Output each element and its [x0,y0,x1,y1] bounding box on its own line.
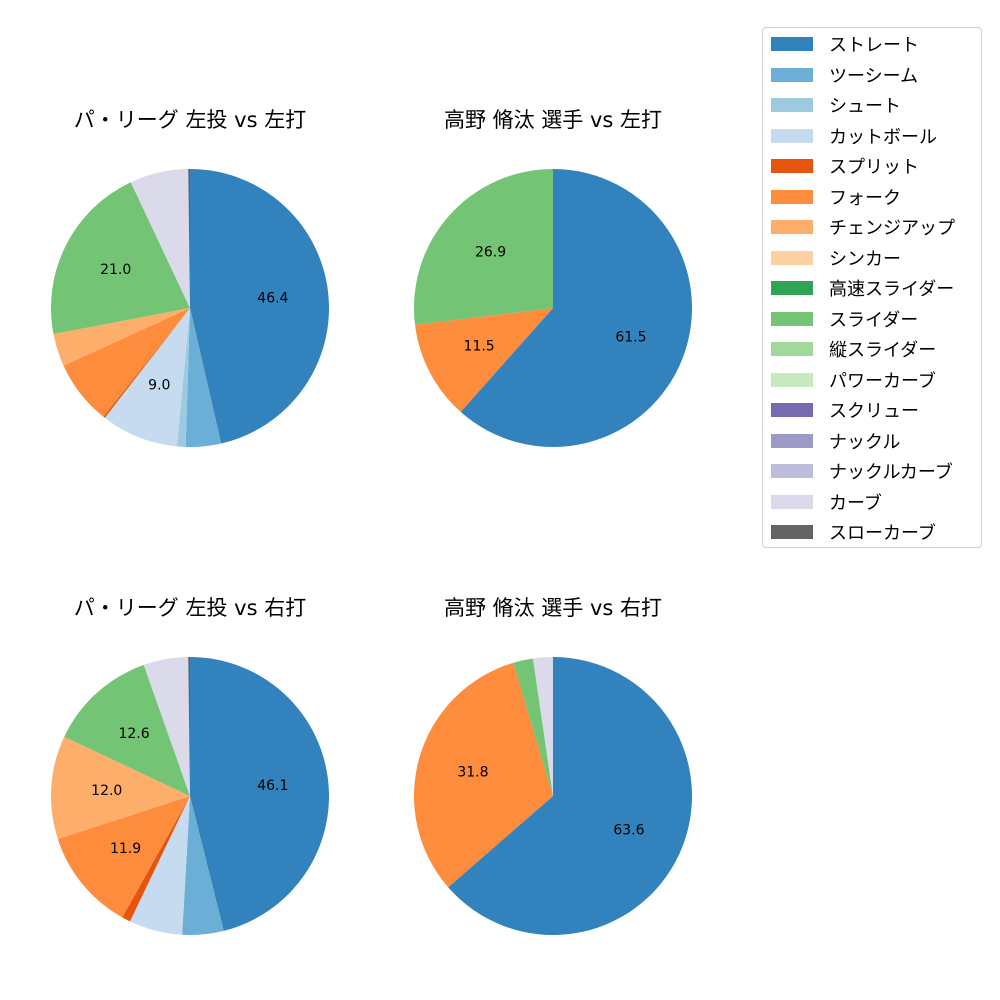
slice-percent-label: 31.8 [457,765,488,781]
legend-label: 高速スライダー [829,279,955,300]
legend-label: カーブ [829,492,882,514]
legend-label: 縦スライダー [829,340,937,361]
legend-swatch [771,372,813,387]
legend-item: フォーク [771,187,901,209]
slice-percent-label: 11.5 [464,339,495,355]
legend-swatch [771,525,813,539]
slice-percent-label: 26.9 [475,245,506,261]
legend-label: スプリット [829,157,919,178]
pie-slice [448,657,692,935]
legend-item: チェンジアップ [771,217,955,239]
legend-swatch [771,433,813,448]
legend-item: カットボール [771,126,937,148]
legend-label: ナックルカーブ [829,462,953,483]
legend-label: カットボール [829,126,937,148]
pie-slice [185,308,222,447]
pie-title-league-vs-right: パ・リーグ 左投 vs 右打 [73,596,307,620]
legend: ストレートツーシームシュートカットボール スプリットフォークチェンジアップ シンカー… [762,27,982,548]
legend-item: ストレート [771,34,919,56]
legend-label: ナックル [829,431,901,453]
pie-slice [122,796,190,922]
pie-slice [143,657,190,796]
legend-swatch [771,67,813,82]
legend-swatch [771,403,813,417]
pie-slice [413,662,553,888]
slice-percent-label: 63.6 [613,823,644,839]
pie-title-league-vs-left: パ・リーグ 左投 vs 左打 [73,108,307,132]
legend-item: パワーカーブ [771,370,936,392]
legend-swatch [771,250,813,265]
legend-item: スライダー [771,309,919,331]
legend-label: シンカー [829,248,901,270]
legend-label: スクリュー [829,401,919,422]
pie-slice [190,168,330,444]
legend-item: カーブ [771,492,882,514]
pie-slice [176,308,190,447]
pie-slice [130,796,190,935]
legend-label: ストレート [829,35,919,56]
pie-slice [50,182,191,335]
legend-swatch [771,98,813,112]
pie-slice [513,658,553,796]
legend-label: チェンジアップ [829,218,955,239]
pie-slice [57,796,190,918]
pie-slice [190,657,329,931]
legend-item: シュート [771,95,901,117]
pie-slice [103,308,190,418]
pie-slice [414,169,553,325]
pie-slice [64,664,190,796]
legend-item: 縦スライダー [771,339,937,361]
legend-swatch [771,189,813,204]
slice-percent-label: 46.4 [257,291,288,307]
legend-item: シンカー [771,248,901,270]
legend-item: スローカーブ [771,522,936,544]
legend-swatch [771,128,813,143]
legend-label: パワーカーブ [829,370,936,392]
pie-slice [460,169,693,447]
slice-percent-label: 9.0 [148,378,170,394]
legend-swatch [771,311,813,326]
slice-percent-label: 12.6 [118,726,149,742]
pie-slice [130,169,190,308]
legend-item: ツーシーム [771,65,919,87]
legend-item: スクリュー [771,400,919,422]
slice-percent-label: 11.9 [110,841,141,857]
pie-slice [53,308,191,366]
slice-percent-label: 61.5 [615,330,646,346]
pie-title-pitcher-vs-right: 高野 脩汰 選手 vs 右打 [443,596,663,620]
legend-swatch [771,37,813,51]
legend-swatch [771,464,813,478]
legend-label: スライダー [829,309,919,331]
legend-label: シュート [829,96,901,117]
slice-percent-label: 21.0 [100,262,131,278]
legend-swatch [771,159,813,173]
legend-label: ツーシーム [829,65,919,87]
legend-swatch [771,342,813,356]
legend-item: 高速スライダー [771,278,955,300]
legend-swatch [771,220,813,234]
legend-item: ナックル [771,431,901,453]
pie-slice [104,308,190,447]
pie-title-pitcher-vs-left: 高野 脩汰 選手 vs 左打 [443,108,663,132]
slice-percent-label: 46.1 [257,778,288,794]
pie-slice [188,169,190,308]
pie-slice [50,736,191,839]
legend-swatch [771,494,813,509]
pie-slice [63,308,190,417]
legend-label: フォーク [829,187,901,209]
slice-percent-label: 12.0 [91,783,122,799]
pie-slice [182,796,224,936]
legend-item: ナックルカーブ [771,461,953,483]
legend-label: スローカーブ [829,523,936,544]
legend-item: スプリット [771,156,919,178]
legend-swatch [771,281,813,295]
pie-slice [415,308,553,412]
pie-slice [188,657,190,796]
pie-slice [532,657,553,796]
